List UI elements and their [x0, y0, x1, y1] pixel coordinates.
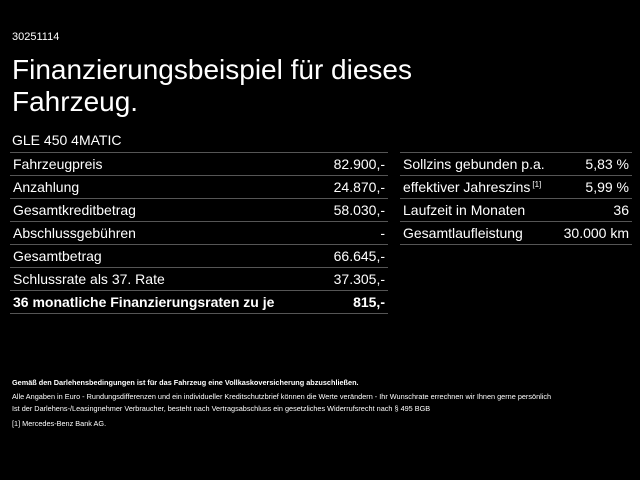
code: 30251114 — [12, 31, 60, 43]
table-row: effektiver Jahreszins [1] 5,99 % — [400, 175, 632, 198]
title-line: Finanzierungsbeispiel für dieses — [12, 54, 412, 85]
row-label: Gesamtkreditbetrag — [13, 202, 136, 218]
label-text: Gesamtkreditbetrag — [13, 202, 136, 218]
label-text: Laufzeit in Monaten — [403, 202, 526, 218]
row-value: 36 — [613, 202, 629, 218]
footnote-marker: [1] — [12, 419, 21, 428]
row-label: Abschlussgebühren — [13, 225, 136, 241]
row-label: Gesamtbetrag — [13, 248, 102, 264]
table-row: Gesamtkreditbetrag 58.030,- — [10, 198, 388, 221]
row-value: - — [380, 225, 385, 241]
table-row: Gesamtlaufleistung 30.000 km — [400, 221, 632, 245]
row-label: Gesamtlaufleistung — [403, 225, 523, 241]
title-line: Fahrzeug. — [12, 86, 139, 117]
row-value: 5,83 % — [585, 156, 629, 172]
row-value: 30.000 km — [563, 225, 629, 241]
row-label: 36 monatliche Finanzierungsraten zu je — [13, 294, 274, 310]
label-text: Schlussrate als 37. Rate — [13, 271, 165, 287]
table-row: Schlussrate als 37. Rate 37.305,- — [10, 267, 388, 290]
label-text: Gesamtbetrag — [13, 248, 102, 264]
row-label: Anzahlung — [13, 179, 79, 195]
row-value: 815,- — [353, 294, 385, 310]
table-row: Fahrzeugpreis 82.900,- — [10, 152, 388, 175]
model: GLE 450 4MATIC — [12, 132, 122, 148]
label-text: effektiver Jahreszins — [403, 179, 531, 195]
row-label: Sollzins gebunden p.a. — [403, 156, 545, 172]
footnote: Alle Angaben in Euro - Rundungsdifferenz… — [12, 392, 552, 401]
row-value: 66.645,- — [333, 248, 385, 264]
label-text: Sollzins gebunden p.a. — [403, 156, 545, 172]
table-row: Anzahlung 24.870,- — [10, 175, 388, 198]
table-row: Gesamtbetrag 66.645,- — [10, 244, 388, 267]
table-row: Laufzeit in Monaten 36 — [400, 198, 632, 221]
title: Finanzierungsbeispiel für dieses Fahrzeu… — [12, 54, 412, 118]
label-text: Anzahlung — [13, 179, 80, 195]
label-text: Gesamtlaufleistung — [403, 225, 523, 241]
label-text: Abschlussgebühren — [13, 225, 136, 241]
footnote: Ist der Darlehens-/Leasingnehmer Verbrau… — [12, 404, 431, 413]
table-row: Abschlussgebühren - — [10, 221, 388, 244]
row-value: 37.305,- — [333, 271, 385, 287]
row-label: effektiver Jahreszins [1] — [403, 179, 541, 195]
row-label: Schlussrate als 37. Rate — [13, 271, 165, 287]
right-table: Sollzins gebunden p.a. 5,83 % effektiver J… — [400, 152, 632, 245]
label-text: Fahrzeugpreis — [13, 156, 103, 172]
footnote-ref: [1] — [532, 180, 542, 189]
table-row: 36 monatliche Finanzierungsraten zu je 81… — [10, 290, 388, 314]
row-value: 58.030,- — [333, 202, 385, 218]
row-value: 24.870,- — [333, 179, 385, 195]
footnote: Gemäß den Darlehensbedingungen ist für d… — [12, 378, 359, 387]
footnote: [1] Mercedes-Benz Bank AG. — [12, 419, 106, 428]
row-value: 82.900,- — [333, 156, 385, 172]
left-table: Fahrzeugpreis 82.900,- Anzahlung 24.870,- Ge… — [10, 152, 388, 314]
row-value: 5,99 % — [585, 179, 629, 195]
label-text: 36 monatliche Finanzierungsraten zu je — [13, 294, 275, 310]
row-label: Fahrzeugpreis — [13, 156, 103, 172]
row-label: Laufzeit in Monaten — [403, 202, 525, 218]
footnote-text: Mercedes-Benz Bank AG. — [22, 419, 107, 428]
table-row: Sollzins gebunden p.a. 5,83 % — [400, 152, 632, 175]
